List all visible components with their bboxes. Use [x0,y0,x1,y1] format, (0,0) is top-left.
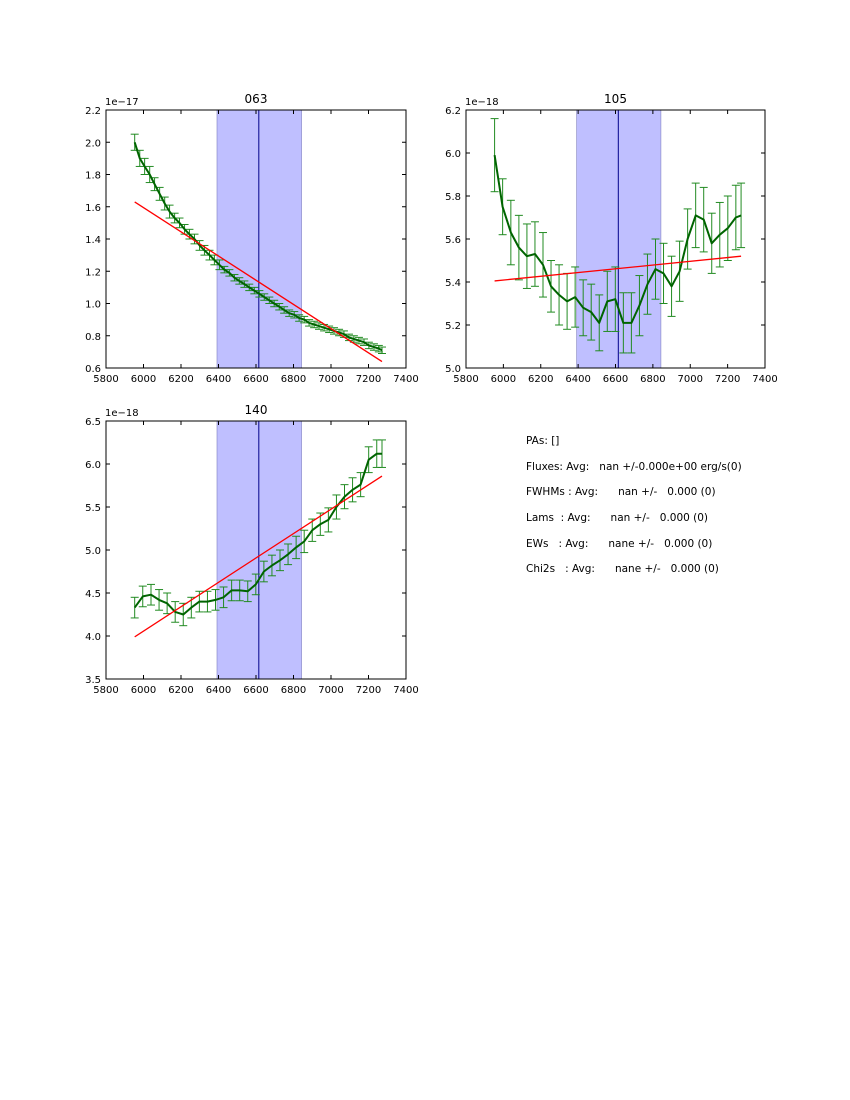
y-tick-label: 6.0 [445,149,461,160]
x-tick-label: 7400 [752,374,777,385]
x-tick-label: 6000 [131,374,156,385]
y-tick-label: 6.5 [85,417,101,428]
x-tick-label: 6400 [206,374,231,385]
errorbar [130,596,139,619]
y-tick-label: 1.8 [85,171,101,182]
y-tick-label: 1.0 [85,300,101,311]
x-tick-label: 7000 [318,685,343,696]
x-tick-label: 6600 [243,374,268,385]
data-series-line [133,452,382,616]
y-tick-label: 5.5 [85,503,101,514]
data-series-line [133,141,383,352]
x-tick-label: 7200 [356,685,381,696]
x-tick-label: 7000 [678,374,703,385]
stats-chi2s-line: Chi2s : Avg: nane +/- 0.000 (0) [526,563,719,576]
panel-title: 140 [245,403,268,417]
y-offset-label: 1e−18 [465,97,499,108]
x-tick-label: 6200 [528,374,553,385]
y-tick-label: 1.2 [85,267,101,278]
x-tick-label: 6600 [243,685,268,696]
x-tick-label: 6000 [491,374,516,385]
data-series-line [493,154,742,324]
y-tick-label: 5.8 [445,192,461,203]
panel-105: 5800 6000 6200 6400 6600 6800 7000 7200 7400 5.0 5… [445,92,778,385]
panel-title: 063 [245,92,268,106]
x-tick-label: 7200 [356,374,381,385]
stats-panel: PAs: [] Fluxes: Avg: nan +/-0.000e+00 er… [526,434,742,588]
x-tick-label: 6800 [640,374,665,385]
fit-line [134,475,383,638]
stats-fluxes-line: Fluxes: Avg: nan +/-0.000e+00 erg/s(0) [526,460,742,473]
panel-title: 105 [604,92,627,106]
stats-ews-line: EWs : Avg: nane +/- 0.000 (0) [526,537,713,550]
y-tick-label: 0.6 [85,364,101,375]
y-tick-label: 6.0 [85,460,101,471]
x-tick-label: 7000 [318,374,343,385]
y-tick-label: 2.0 [85,138,101,149]
x-tick-label: 7400 [393,374,418,385]
x-tick-label: 6400 [206,685,231,696]
y-offset-label: 1e−17 [105,97,139,108]
x-tick-label: 6800 [281,685,306,696]
x-tick-label: 5800 [453,374,478,385]
fit-line [494,255,742,282]
y-tick-label: 5.0 [85,546,101,557]
stats-lams-line: Lams : Avg: nan +/- 0.000 (0) [526,512,709,525]
y-tick-label: 1.6 [85,203,101,214]
x-tick-label: 6000 [131,685,156,696]
y-tick-label: 5.0 [445,364,461,375]
y-tick-label: 6.2 [445,106,461,117]
y-tick-label: 5.4 [445,278,461,289]
y-tick-label: 5.2 [445,321,461,332]
x-tick-label: 6200 [168,685,193,696]
y-tick-label: 1.4 [85,235,101,246]
x-tick-label: 6600 [603,374,628,385]
y-tick-label: 4.0 [85,632,101,643]
y-tick-label: 5.6 [445,235,461,246]
x-tick-label: 5800 [93,374,118,385]
x-tick-label: 7400 [393,685,418,696]
y-tick-label: 0.8 [85,332,101,343]
y-tick-label: 2.2 [85,106,101,117]
x-tick-label: 6200 [168,374,193,385]
panel-063: 5800 6000 6200 6400 6600 6800 7000 7200 7400 0.6 0… [85,92,419,385]
y-offset-label: 1e−18 [105,408,139,419]
stats-pas-line: PAs: [] [526,435,560,447]
panel-140: 5800 6000 6200 6400 6600 6800 7000 7200 7400 3.5 4… [85,403,419,696]
x-tick-label: 5800 [93,685,118,696]
x-tick-label: 7200 [715,374,740,385]
fit-line [134,201,383,363]
stats-fwhms-line: FWHMs : Avg: nan +/- 0.000 (0) [526,486,716,499]
x-tick-label: 6400 [565,374,590,385]
y-tick-label: 4.5 [85,589,101,600]
y-tick-label: 3.5 [85,675,101,686]
x-tick-label: 6800 [281,374,306,385]
